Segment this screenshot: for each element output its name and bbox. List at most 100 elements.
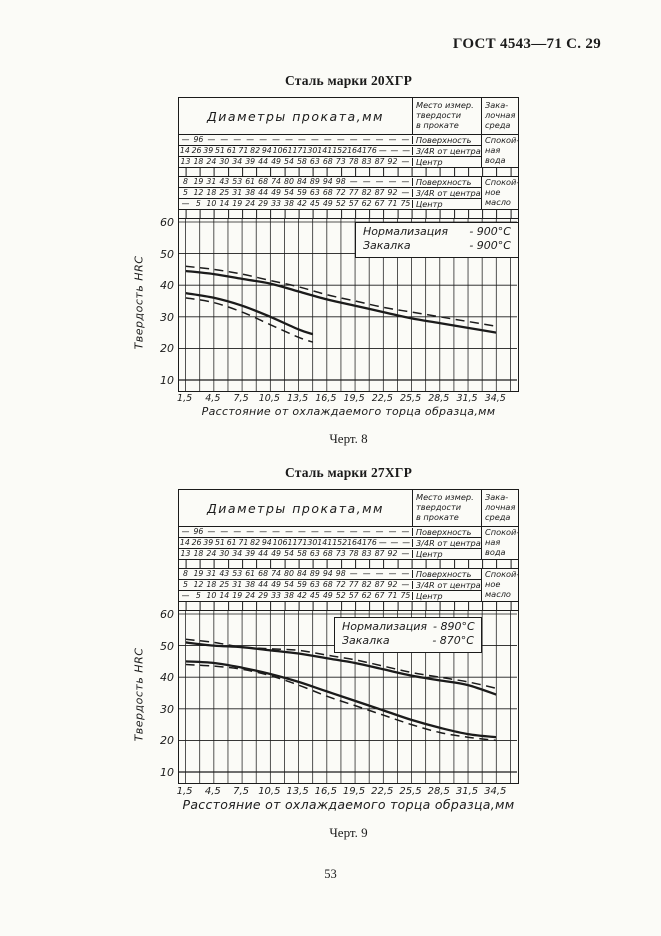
hardness-value: 31 — [206, 569, 217, 579]
hardness-value: — — [378, 146, 387, 156]
figure-frame: Диаметры проката,мм Место измер. твердости… — [133, 489, 520, 784]
hardness-value: 77 — [348, 188, 359, 198]
measure-place-label: Центр — [411, 200, 481, 208]
hardness-value: 43 — [219, 177, 230, 187]
text-line: Место измер. — [416, 100, 474, 110]
hardness-value: 52 — [335, 199, 346, 209]
figure-caption: Черт. 8 — [329, 431, 368, 446]
hardness-value: 13 — [180, 157, 191, 167]
x-axis-title: Расстояние от охлаждаемого торца образца… — [201, 405, 496, 418]
hardness-value: 18 — [193, 549, 204, 559]
annotation-label: Закалка — [342, 634, 390, 648]
hardness-value: 18 — [206, 580, 217, 590]
hardness-value: 49 — [322, 591, 333, 601]
hardness-value: 53 — [232, 177, 243, 187]
hardness-value: 19 — [193, 177, 204, 187]
hardness-value: — — [310, 527, 319, 537]
measure-place-label: Центр — [411, 592, 481, 600]
hardness-value: 61 — [245, 569, 256, 579]
y-axis-tick-label: 50 — [160, 247, 174, 261]
annotation-value: - 900°С — [469, 239, 511, 253]
measure-place-label: Поверхность — [411, 178, 481, 186]
hardness-value: 89 — [309, 569, 320, 579]
hardness-value: — — [390, 538, 399, 548]
hardness-value: 19 — [232, 199, 243, 209]
hardness-value: 67 — [374, 591, 385, 601]
text-line: лочная — [485, 110, 516, 120]
hardness-value: 152 — [332, 538, 348, 548]
lower-band-solid-curve — [185, 291, 314, 336]
hardness-value: 63 — [309, 188, 320, 198]
y-axis-tick-label: 60 — [160, 216, 174, 229]
annotation-value: - 890°С — [433, 620, 475, 633]
hardness-value: 71 — [387, 199, 398, 209]
hardness-value: 68 — [322, 549, 333, 559]
hardness-value: 26 — [191, 538, 202, 548]
hardness-value: 54 — [284, 580, 294, 590]
hardness-value: — — [401, 549, 410, 559]
x-axis-tick-label: 25,5 — [399, 393, 422, 404]
hardness-value: 31 — [232, 580, 243, 590]
y-axis-tick-label: 10 — [160, 374, 174, 387]
text-line: ное — [485, 186, 501, 197]
figure-frame: Диаметры проката,мм Место измер. твердости… — [133, 97, 520, 392]
hardness-value: 94 — [261, 538, 272, 548]
hardness-value: 130 — [302, 146, 318, 156]
hardness-value: 14 — [219, 591, 230, 601]
hardness-value: 106 — [272, 538, 288, 548]
x-axis-tick-label: 19,5 — [342, 786, 366, 797]
figure-steel-27hgr: Сталь марки 27ХГР Диаметры проката,мм Мест… — [133, 465, 520, 841]
hardness-value: 38 — [284, 199, 294, 209]
hardness-value: 54 — [284, 157, 294, 167]
text-line: Спокой- — [485, 177, 520, 187]
hardness-value: — — [401, 135, 410, 145]
text-line: Спокой- — [485, 527, 520, 537]
text-line: ная — [485, 144, 501, 155]
hardness-value: 43 — [219, 569, 230, 579]
text-line: масло — [485, 196, 511, 207]
text-line: твердости — [416, 110, 462, 120]
hardness-group: 8 19 31 43 53 61 68 74 80 84 89 94 98— — — — — Поверхност… — [179, 177, 520, 209]
figure-title: Сталь марки 27ХГР — [284, 465, 413, 480]
hardness-value: — — [285, 527, 293, 537]
measure-place-label: Центр — [411, 550, 481, 558]
hardness-value: 96 — [193, 527, 204, 537]
hardness-value: 18 — [206, 188, 217, 198]
hardness-table-row: 8 19 31 43 53 61 68 74 80 84 89 94 98— — — — — Поверхност… — [179, 569, 481, 580]
hardness-group: 8 19 31 43 53 61 68 74 80 84 89 94 98— — — — — Поверхност… — [179, 569, 519, 601]
diameters-header: Диаметры проката,мм — [207, 500, 384, 516]
hardness-table-row: 8 19 31 43 53 61 68 74 80 84 89 94 98— — — — — Поверхност… — [179, 177, 481, 188]
hardness-value: 176 — [361, 146, 377, 156]
grid-tick-strip — [179, 601, 518, 611]
hardness-value: — — [388, 569, 397, 579]
hardness-value: 24 — [245, 199, 256, 209]
y-axis-title: Твердость HRC — [132, 647, 146, 742]
x-axis-tick-label: 34,5 — [484, 393, 506, 404]
hardness-value: 49 — [322, 199, 333, 209]
hardness-value: 164 — [347, 146, 362, 156]
hardness-value: 61 — [226, 538, 237, 548]
hardness-value: — — [362, 527, 371, 537]
lower-band-solid-curve — [185, 660, 497, 739]
measure-place-header: Место измер. твердости в прокате — [412, 490, 481, 526]
grid-tick-strip — [179, 167, 518, 177]
x-axis-tick-label: 22,5 — [371, 393, 393, 404]
hardness-value: — — [323, 527, 332, 537]
hardness-value: 63 — [309, 549, 320, 559]
x-axis-tick-label: 10,5 — [258, 786, 281, 797]
hardness-value: — — [375, 569, 384, 579]
hardness-value: 71 — [238, 146, 249, 156]
heat-treatment-annotation: Нормализация - 900°С Закалка - 900°С — [355, 222, 519, 258]
hardness-value: 96 — [193, 135, 204, 145]
hardness-value: 25 — [219, 580, 230, 590]
quench-media-header: Зака-лочная среда — [481, 98, 518, 134]
hardness-table-row: 5 12 18 25 31 38 44 49 54 59 63 68 72 77 82 87 92—3/4R о… — [179, 580, 481, 591]
hardness-value: 68 — [322, 580, 333, 590]
annotation-label: Закалка — [363, 239, 411, 253]
hardness-value: — — [390, 146, 399, 156]
hardness-value: 72 — [335, 580, 346, 590]
hardness-value: 59 — [296, 580, 307, 590]
text-line: твердости — [416, 502, 462, 512]
text-line: Место измер. — [416, 492, 474, 502]
